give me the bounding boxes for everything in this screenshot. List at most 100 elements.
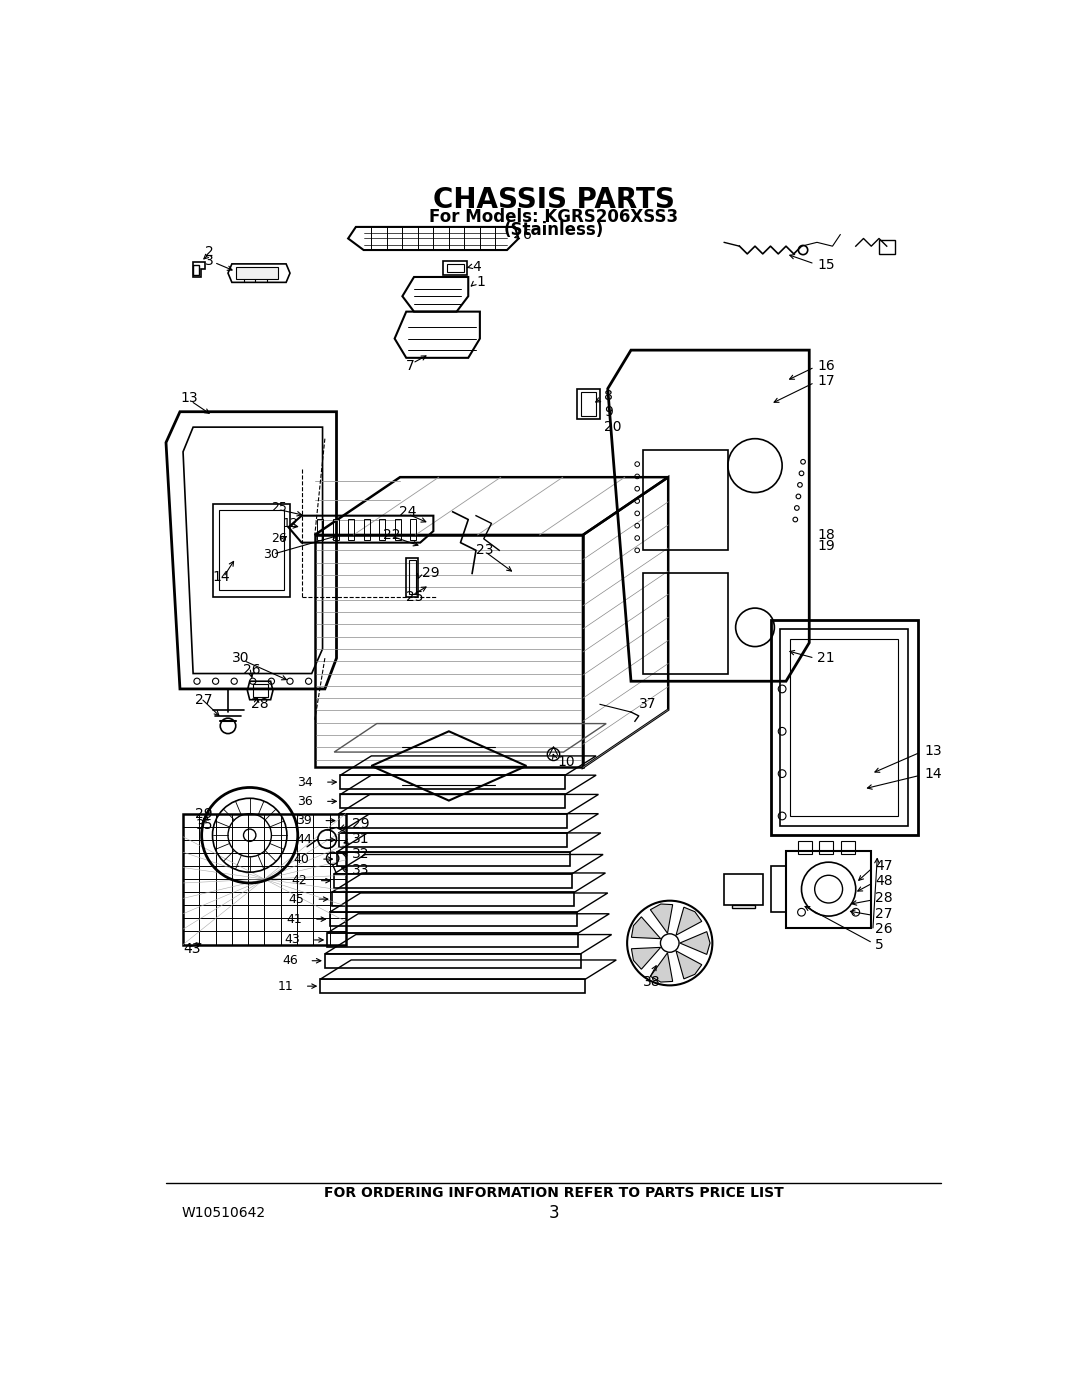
Bar	[410, 518, 416, 541]
Text: 15: 15	[816, 258, 835, 272]
Bar	[193, 265, 200, 275]
Text: 12: 12	[282, 517, 298, 529]
Text: 26: 26	[243, 662, 261, 676]
Bar	[333, 518, 339, 541]
Text: 8: 8	[604, 390, 612, 404]
Bar	[314, 535, 583, 767]
Text: 38: 38	[643, 975, 660, 989]
Text: 48: 48	[875, 875, 893, 888]
Text: 5: 5	[875, 937, 883, 951]
Bar	[340, 775, 565, 789]
Bar	[332, 893, 575, 907]
Bar	[643, 573, 728, 673]
Text: 25: 25	[271, 502, 286, 514]
Text: 41: 41	[286, 912, 302, 926]
Text: 30: 30	[262, 548, 279, 560]
Bar	[770, 620, 918, 835]
Text: 30: 30	[232, 651, 249, 665]
Text: 14: 14	[924, 767, 942, 781]
Text: 46: 46	[282, 954, 298, 967]
Polygon shape	[676, 907, 702, 935]
Bar	[820, 841, 834, 855]
Text: 21: 21	[816, 651, 835, 665]
Bar	[841, 841, 855, 855]
Text: 17: 17	[816, 374, 835, 388]
Bar	[446, 264, 463, 271]
Bar	[348, 518, 354, 541]
Text: 27: 27	[195, 693, 213, 707]
Bar	[444, 261, 467, 275]
Text: 44: 44	[296, 834, 312, 847]
Text: 7: 7	[406, 359, 415, 373]
Polygon shape	[632, 916, 661, 939]
Text: 19: 19	[816, 539, 835, 553]
Bar	[339, 813, 567, 827]
Polygon shape	[650, 953, 673, 982]
Text: 18: 18	[816, 528, 835, 542]
Text: 6: 6	[523, 228, 531, 242]
Text: 40: 40	[294, 852, 309, 866]
Bar	[327, 933, 578, 947]
Bar	[789, 638, 899, 816]
Text: 26: 26	[875, 922, 893, 936]
Text: 20: 20	[604, 420, 621, 434]
Text: 36: 36	[297, 795, 313, 807]
Bar	[218, 510, 284, 591]
Text: 22: 22	[383, 528, 401, 542]
Text: 45: 45	[288, 893, 305, 905]
Text: 25: 25	[406, 590, 423, 604]
Text: 14: 14	[213, 570, 230, 584]
Bar	[408, 560, 416, 594]
Bar	[581, 393, 596, 415]
Text: 23: 23	[476, 543, 494, 557]
Text: FOR ORDERING INFORMATION REFER TO PARTS PRICE LIST: FOR ORDERING INFORMATION REFER TO PARTS …	[324, 1186, 783, 1200]
Text: (Stainless): (Stainless)	[503, 221, 604, 239]
Text: W10510642: W10510642	[181, 1206, 266, 1220]
Text: 29: 29	[195, 807, 213, 821]
Text: 29: 29	[422, 566, 440, 580]
Text: 33: 33	[352, 863, 369, 877]
Bar	[879, 240, 894, 254]
Text: 27: 27	[875, 907, 893, 921]
Text: 29: 29	[352, 817, 369, 831]
Text: 28: 28	[875, 891, 893, 905]
Text: 9: 9	[604, 405, 612, 419]
Text: 37: 37	[638, 697, 657, 711]
Text: 28: 28	[252, 697, 269, 711]
Text: 16: 16	[816, 359, 835, 373]
Text: 32: 32	[352, 848, 369, 862]
Polygon shape	[679, 932, 710, 954]
Text: 24: 24	[399, 504, 416, 518]
Bar	[235, 267, 279, 279]
Text: 13: 13	[180, 391, 198, 405]
Bar	[780, 629, 908, 826]
Text: 3: 3	[549, 1204, 558, 1221]
Text: 13: 13	[924, 743, 942, 757]
Text: 39: 39	[296, 814, 312, 827]
Polygon shape	[632, 947, 661, 970]
Text: 31: 31	[352, 833, 369, 847]
Text: 43: 43	[183, 942, 201, 956]
Text: CHASSIS PARTS: CHASSIS PARTS	[433, 186, 674, 214]
Bar	[321, 979, 585, 993]
Bar	[334, 873, 572, 887]
Bar	[394, 518, 401, 541]
Text: 2: 2	[205, 244, 214, 258]
Text: 34: 34	[297, 775, 313, 788]
Text: 42: 42	[292, 875, 307, 887]
Bar	[406, 557, 418, 597]
Bar	[325, 954, 581, 968]
Bar	[643, 450, 728, 550]
Bar	[339, 833, 567, 847]
Bar	[183, 813, 346, 944]
Bar	[253, 685, 268, 697]
Bar	[364, 518, 369, 541]
Text: 26: 26	[271, 532, 286, 545]
Bar	[786, 851, 872, 928]
Text: 43: 43	[284, 933, 300, 946]
Text: For Models: KGRS206XSS3: For Models: KGRS206XSS3	[429, 208, 678, 226]
Text: 3: 3	[205, 254, 214, 268]
Bar	[577, 388, 600, 419]
Bar	[329, 912, 577, 926]
Text: 10: 10	[557, 756, 575, 770]
